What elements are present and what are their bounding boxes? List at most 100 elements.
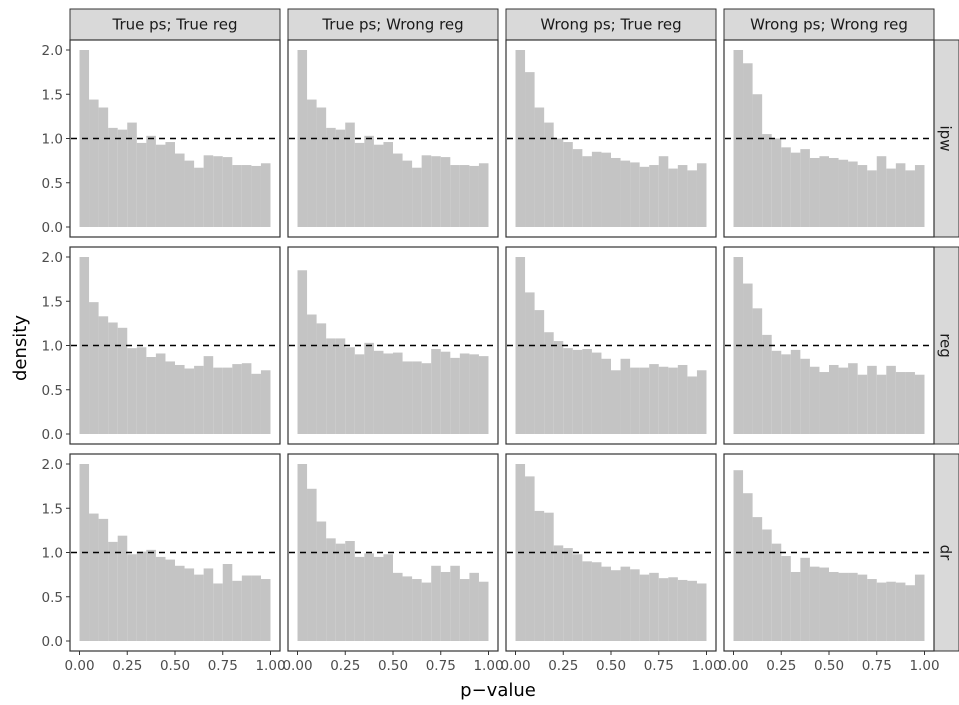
y-tick-label: 0.0: [42, 634, 63, 650]
x-tick-label: 0.00: [282, 658, 312, 674]
histogram-bar: [354, 142, 365, 227]
column-strip-label: Wrong ps; True reg: [540, 16, 681, 34]
histogram-bar: [98, 518, 109, 641]
histogram-bar: [553, 545, 564, 641]
histogram-bar: [175, 364, 185, 434]
histogram-bar: [563, 348, 573, 434]
histogram-bar: [687, 376, 697, 434]
histogram-bar: [829, 157, 839, 227]
histogram-bar: [232, 165, 242, 227]
histogram-bar: [611, 157, 621, 227]
histogram-bar: [895, 582, 906, 641]
y-tick-label: 1.5: [42, 294, 63, 310]
histogram-bar: [393, 352, 403, 434]
column-strip-wrong-ps-true-reg: Wrong ps; True reg: [505, 8, 717, 41]
histogram-bar: [544, 122, 554, 227]
histogram-bar: [630, 569, 640, 641]
histogram-bar: [232, 580, 242, 641]
histogram-bar: [354, 556, 365, 641]
histogram-bar: [354, 354, 365, 434]
column-strip-label: True ps; True reg: [111, 16, 237, 34]
x-tick-label: 0.50: [160, 658, 190, 674]
panel-reg-wrong-ps-true-reg: [505, 246, 717, 445]
x-tick-label: 0.00: [500, 658, 530, 674]
histogram-bar: [117, 129, 128, 227]
histogram-bar: [412, 167, 422, 227]
histogram-bar: [914, 165, 925, 227]
panel-dr-true-ps-wrong-reg: [287, 453, 499, 652]
histogram-bar: [848, 363, 858, 434]
histogram-bar: [440, 351, 451, 434]
histogram-bar: [658, 578, 669, 641]
histogram-bar: [316, 521, 327, 641]
y-tick-label: 0.0: [42, 427, 63, 443]
histogram-bar: [213, 583, 223, 641]
histogram-bar: [914, 574, 925, 641]
column-strip-background: [723, 8, 935, 41]
histogram-bar: [260, 579, 271, 641]
histogram-bar: [733, 470, 744, 641]
column-strip-label: True ps; Wrong reg: [321, 16, 463, 34]
y-axis-reg: 0.0 0.5 1.0 1.5 2.0: [42, 250, 70, 443]
x-tick-label: 0.00: [718, 658, 748, 674]
histogram-bar: [534, 107, 545, 227]
histogram-bar: [563, 142, 573, 227]
column-strip-background: [505, 8, 717, 41]
histogram-bar: [601, 152, 611, 227]
histogram-bar: [525, 72, 535, 227]
column-strip-true-ps-wrong-reg: True ps; Wrong reg: [287, 8, 499, 41]
histogram-bar: [771, 138, 782, 227]
histogram-bar: [165, 142, 175, 227]
histogram-bar: [895, 163, 906, 227]
histogram-bar: [867, 170, 877, 227]
histogram-bar: [534, 310, 545, 434]
histogram-bar: [232, 364, 242, 434]
histogram-bar: [829, 571, 839, 641]
panel-border: [505, 246, 717, 445]
x-tick-label: 1.00: [255, 658, 285, 674]
histogram-bar: [876, 374, 887, 434]
histogram-bar: [117, 327, 128, 434]
histogram-bar: [790, 571, 801, 641]
histogram-bar: [241, 575, 252, 641]
histogram-bar: [260, 370, 271, 434]
histogram-bar: [601, 358, 611, 434]
panel-dr-true-ps-true-reg: [69, 453, 281, 652]
histogram-bar: [687, 580, 697, 641]
x-tick-label: 0.25: [766, 658, 796, 674]
histogram-bar: [402, 576, 413, 641]
x-axis-wrong-ps-wrong-reg: 0.00 0.25 0.50 0.75 1.00: [718, 651, 940, 674]
histogram-bar: [213, 367, 223, 434]
panel-reg-true-ps-true-reg: [69, 246, 281, 445]
histogram-bars: [515, 257, 707, 434]
histogram-bar: [582, 561, 592, 641]
histogram-bar: [819, 372, 829, 434]
column-strip-background: [69, 8, 281, 41]
x-axis-true-ps-wrong-reg: 0.00 0.25 0.50 0.75 1.00: [282, 651, 504, 674]
histogram-bar: [450, 165, 460, 227]
x-tick-label: 0.25: [548, 658, 578, 674]
histogram-bar: [848, 161, 858, 227]
histogram-bar: [364, 553, 374, 641]
histogram-bar: [440, 157, 451, 227]
histogram-bar: [383, 353, 393, 434]
histogram-bar: [98, 316, 109, 434]
histogram-bar: [326, 127, 336, 227]
y-tick-label: 1.5: [42, 501, 63, 517]
histogram-bar: [848, 572, 858, 641]
histogram-bar: [127, 122, 137, 227]
histogram-bar: [146, 549, 156, 641]
histogram-bar: [829, 364, 839, 434]
histogram-bar: [572, 349, 583, 434]
histogram-bar: [582, 349, 592, 434]
histogram-bar: [752, 94, 763, 227]
histogram-bar: [431, 565, 441, 641]
column-strip-true-ps-true-reg: True ps; True reg: [69, 8, 281, 41]
histogram-bar: [639, 166, 650, 227]
histogram-bar: [544, 332, 554, 434]
histogram-bar: [762, 134, 772, 227]
histogram-bar: [525, 476, 535, 641]
histogram-bar: [393, 153, 403, 227]
histogram-bar: [241, 165, 252, 227]
